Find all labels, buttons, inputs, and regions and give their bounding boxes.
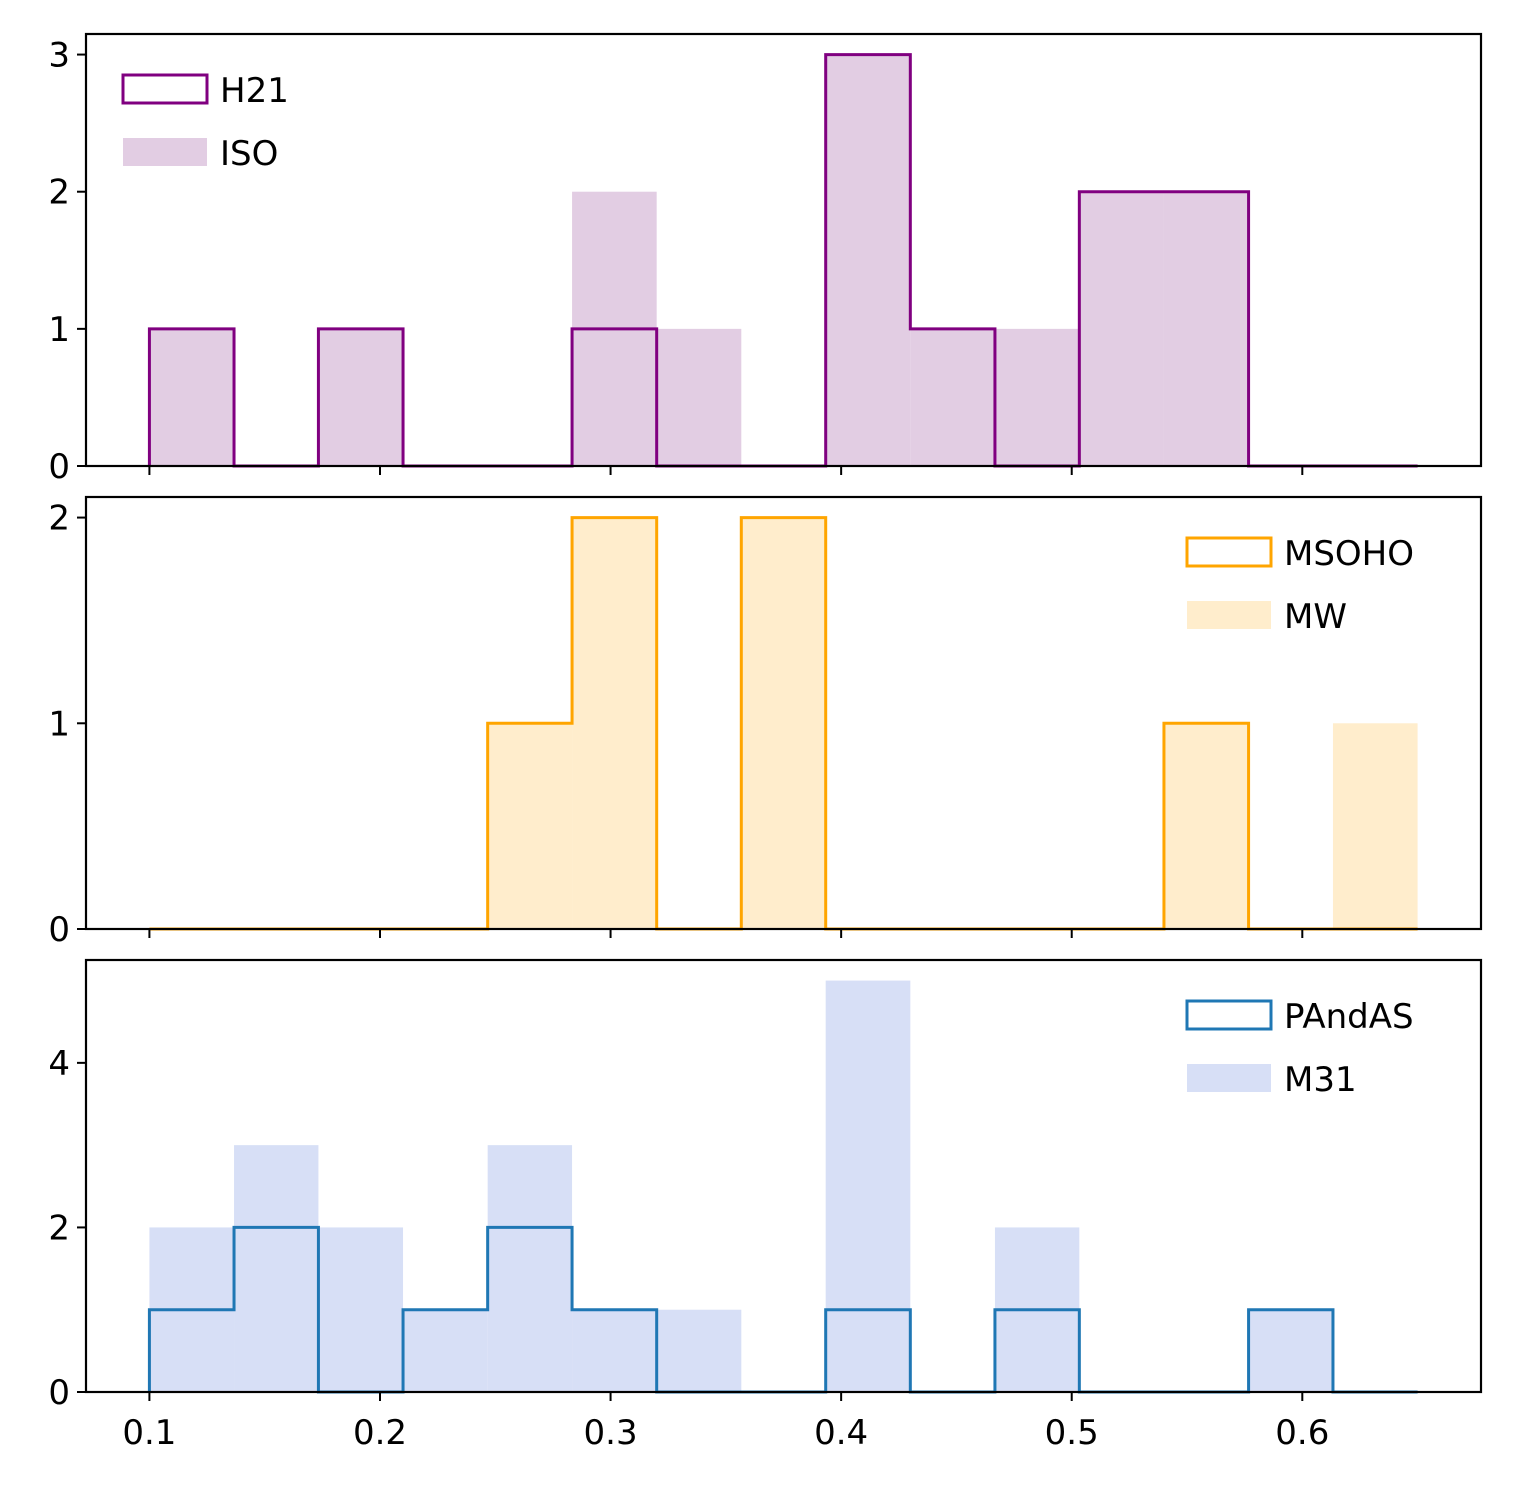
bar-m31: [487, 1145, 573, 1392]
legend-swatch-pandas: [1185, 999, 1273, 1031]
bar-iso: [1163, 191, 1249, 466]
y-tick-label: 1: [48, 310, 70, 350]
y-tick-label: 0: [48, 910, 70, 950]
bar-mw: [487, 723, 573, 929]
bar-iso: [149, 328, 235, 466]
bar-mw: [1163, 723, 1249, 929]
bar-iso: [318, 328, 404, 466]
bar-m31: [825, 980, 911, 1392]
y-tick-label: 0: [48, 1373, 70, 1413]
y-tick-label: 3: [48, 36, 70, 76]
panel-2: 0 1 2 MSOHO MW: [48, 495, 1483, 950]
legend: PAndAS M31: [1185, 997, 1414, 1100]
bar-mw: [741, 517, 826, 929]
legend-label-pandas: PAndAS: [1284, 997, 1414, 1037]
y-tick-label: 4: [48, 1044, 70, 1084]
legend-label-msoho: MSOHO: [1284, 534, 1414, 574]
bar-iso: [825, 54, 911, 466]
y-tick-label: 2: [48, 1208, 70, 1248]
bar-iso: [910, 328, 995, 466]
legend-label-mw: MW: [1284, 597, 1347, 637]
legend: H21 ISO: [121, 71, 289, 174]
legend-label-h21: H21: [220, 71, 289, 111]
x-tick-label: 0.3: [584, 1413, 638, 1453]
panel-3: 0 2 4 0.1 0.2 0.3 0.4 0.5 0.6 PAndAS M31: [48, 958, 1483, 1453]
legend-swatch-mw: [1187, 601, 1271, 629]
y-tick-label: 0: [48, 447, 70, 487]
bar-m31: [572, 1309, 657, 1392]
bar-mw: [1332, 723, 1418, 929]
axes-frame: [84, 32, 1483, 468]
x-tick-label: 0.6: [1275, 1413, 1329, 1453]
bar-mw: [572, 517, 657, 929]
legend-label-m31: M31: [1284, 1060, 1357, 1100]
bar-m31: [1248, 1309, 1333, 1392]
bar-m31: [656, 1309, 742, 1392]
x-tick-label: 0.1: [122, 1413, 176, 1453]
legend: MSOHO MW: [1185, 534, 1414, 637]
legend-swatch-iso: [123, 138, 207, 166]
bar-iso: [994, 328, 1080, 466]
legend-swatch-h21: [121, 73, 209, 105]
axes-frame: [84, 495, 1483, 931]
x-tick-label: 0.4: [814, 1413, 868, 1453]
legend-label-iso: ISO: [220, 134, 278, 174]
bar-m31: [403, 1309, 488, 1392]
legend-swatch-msoho: [1185, 536, 1273, 568]
axes-frame: [84, 958, 1483, 1394]
y-tick-label: 2: [48, 173, 70, 213]
legend-swatch-m31: [1187, 1064, 1271, 1092]
bar-m31: [318, 1227, 404, 1392]
y-tick-label: 2: [48, 499, 70, 539]
y-tick-label: 1: [48, 704, 70, 744]
panel-1: 0 1 2 3 H21 ISO: [48, 32, 1483, 487]
x-tick-label: 0.5: [1045, 1413, 1099, 1453]
bar-iso: [1079, 191, 1164, 466]
bar-m31: [234, 1145, 319, 1392]
x-tick-label: 0.2: [353, 1413, 407, 1453]
bar-iso: [656, 328, 742, 466]
